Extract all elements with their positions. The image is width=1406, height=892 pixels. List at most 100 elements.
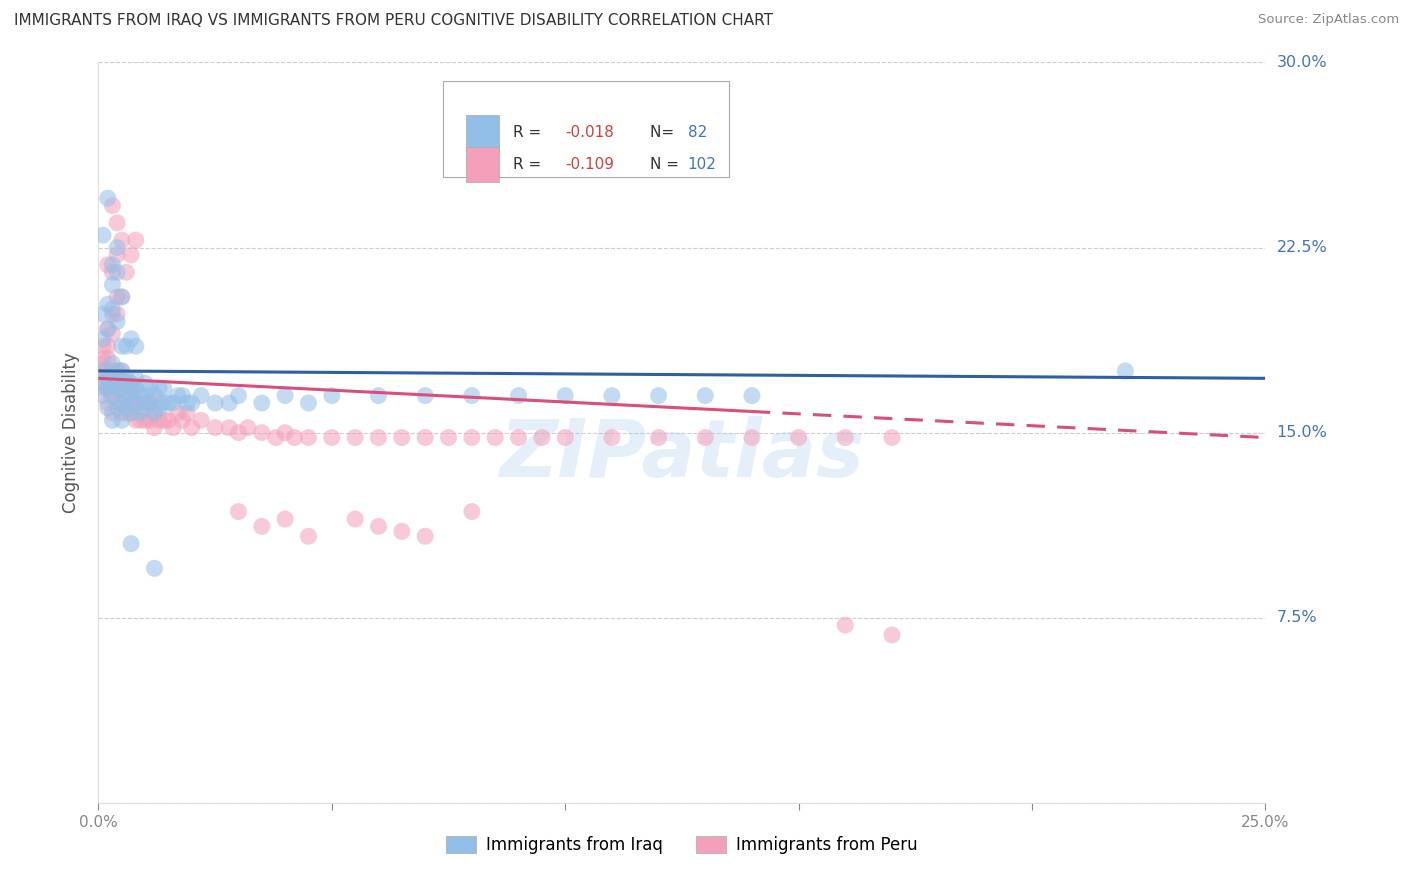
Point — [125, 233, 148, 247]
Text: R =: R = — [513, 157, 546, 172]
Point — [143, 561, 166, 575]
Point — [115, 388, 138, 402]
Text: Source: ZipAtlas.com: Source: ZipAtlas.com — [1258, 13, 1399, 27]
Point — [236, 420, 259, 434]
Point — [111, 381, 134, 395]
Point — [134, 413, 156, 427]
Point — [105, 381, 128, 395]
Point — [120, 381, 142, 395]
Point — [111, 406, 134, 420]
Point — [695, 388, 717, 402]
Point — [101, 302, 124, 317]
Point — [101, 388, 124, 402]
Point — [172, 413, 194, 427]
Point — [111, 339, 134, 353]
Text: N =: N = — [651, 157, 685, 172]
Text: ZIPatlas: ZIPatlas — [499, 416, 865, 494]
Point — [101, 357, 124, 371]
Point — [101, 198, 124, 212]
Point — [367, 388, 389, 402]
Point — [600, 388, 623, 402]
Point — [143, 420, 166, 434]
Point — [172, 388, 194, 402]
Point — [105, 396, 128, 410]
Point — [115, 339, 138, 353]
Point — [101, 364, 124, 378]
Point — [344, 431, 367, 445]
Point — [166, 406, 188, 420]
FancyBboxPatch shape — [443, 81, 728, 178]
Text: -0.018: -0.018 — [565, 125, 614, 140]
Point — [367, 519, 389, 533]
Point — [97, 371, 120, 385]
Point — [111, 290, 134, 304]
Point — [91, 339, 114, 353]
Point — [125, 396, 148, 410]
Point — [120, 536, 142, 550]
Point — [97, 258, 120, 272]
Point — [91, 332, 114, 346]
Point — [741, 388, 763, 402]
Point — [129, 388, 152, 402]
Point — [97, 351, 120, 366]
Point — [218, 420, 240, 434]
Point — [190, 413, 212, 427]
Point — [600, 431, 623, 445]
Point — [129, 396, 152, 410]
Point — [228, 505, 250, 519]
Point — [105, 314, 128, 328]
Point — [111, 364, 134, 378]
Point — [321, 388, 343, 402]
Point — [166, 388, 188, 402]
Point — [508, 388, 530, 402]
Point — [190, 388, 212, 402]
Text: 82: 82 — [688, 125, 707, 140]
Point — [105, 381, 128, 395]
Point — [120, 406, 142, 420]
Point — [97, 396, 120, 410]
Point — [91, 388, 114, 402]
Text: 15.0%: 15.0% — [1277, 425, 1327, 440]
Point — [367, 431, 389, 445]
Point — [134, 376, 156, 391]
Point — [228, 388, 250, 402]
Point — [134, 388, 156, 402]
Point — [129, 413, 152, 427]
Bar — [465, 147, 499, 182]
Point — [176, 406, 198, 420]
Point — [91, 364, 114, 378]
Point — [120, 406, 142, 420]
Point — [101, 376, 124, 391]
Point — [125, 381, 148, 395]
Point — [176, 396, 198, 410]
Point — [148, 413, 170, 427]
Point — [461, 388, 484, 402]
Point — [101, 326, 124, 341]
Point — [508, 431, 530, 445]
Point — [105, 364, 128, 378]
Point — [143, 406, 166, 420]
Point — [283, 431, 305, 445]
Point — [120, 396, 142, 410]
Text: 30.0%: 30.0% — [1277, 55, 1327, 70]
Point — [484, 431, 506, 445]
Point — [461, 431, 484, 445]
Point — [250, 396, 273, 410]
Point — [152, 381, 174, 395]
Point — [97, 322, 120, 336]
Text: 102: 102 — [688, 157, 717, 172]
Point — [105, 248, 128, 262]
Point — [111, 396, 134, 410]
Text: N=: N= — [651, 125, 679, 140]
Point — [125, 381, 148, 395]
Point — [111, 233, 134, 247]
Legend: Immigrants from Iraq, Immigrants from Peru: Immigrants from Iraq, Immigrants from Pe… — [439, 830, 925, 861]
Point — [115, 371, 138, 385]
Point — [115, 401, 138, 415]
Point — [162, 396, 184, 410]
Point — [129, 406, 152, 420]
Point — [297, 396, 319, 410]
Point — [152, 413, 174, 427]
Point — [250, 519, 273, 533]
Point — [101, 265, 124, 279]
